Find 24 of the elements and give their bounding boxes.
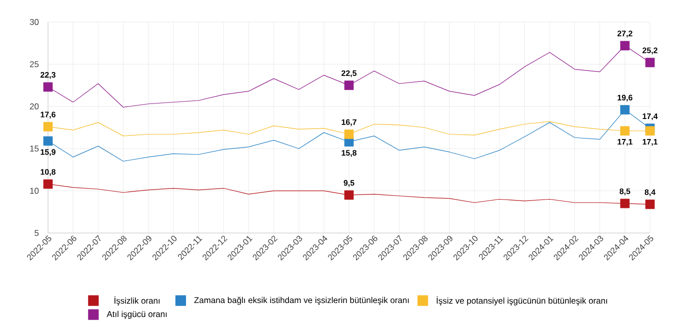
point bbox=[344, 190, 354, 200]
point bbox=[43, 122, 53, 132]
point bbox=[620, 198, 630, 208]
point bbox=[645, 126, 655, 136]
y-tick-label: 25 bbox=[30, 61, 39, 68]
point bbox=[344, 130, 354, 139]
point bbox=[620, 40, 630, 50]
point bbox=[620, 126, 630, 136]
point bbox=[43, 179, 53, 189]
legend-label: Zamana bağlı eksik istihdam ve işsizlerin bütünleşik oranı bbox=[194, 296, 409, 305]
y-tick-label: 10 bbox=[30, 188, 39, 194]
y-tick-label: 30 bbox=[30, 19, 39, 25]
point bbox=[43, 82, 53, 92]
point bbox=[645, 58, 655, 68]
legend-label: Atıl işgücü oranı bbox=[106, 310, 167, 319]
point bbox=[645, 200, 655, 209]
y-tick-label: 5 bbox=[34, 230, 39, 236]
y-tick-label: 15 bbox=[30, 146, 39, 152]
point bbox=[620, 105, 630, 114]
point bbox=[344, 80, 354, 90]
legend-label: İşsizlik oranı bbox=[114, 296, 160, 306]
y-tick-label: 20 bbox=[30, 103, 39, 110]
point bbox=[43, 136, 53, 146]
legend-label: İşsiz ve potansiyel işgücünün bütünleşik oranı bbox=[436, 296, 608, 306]
